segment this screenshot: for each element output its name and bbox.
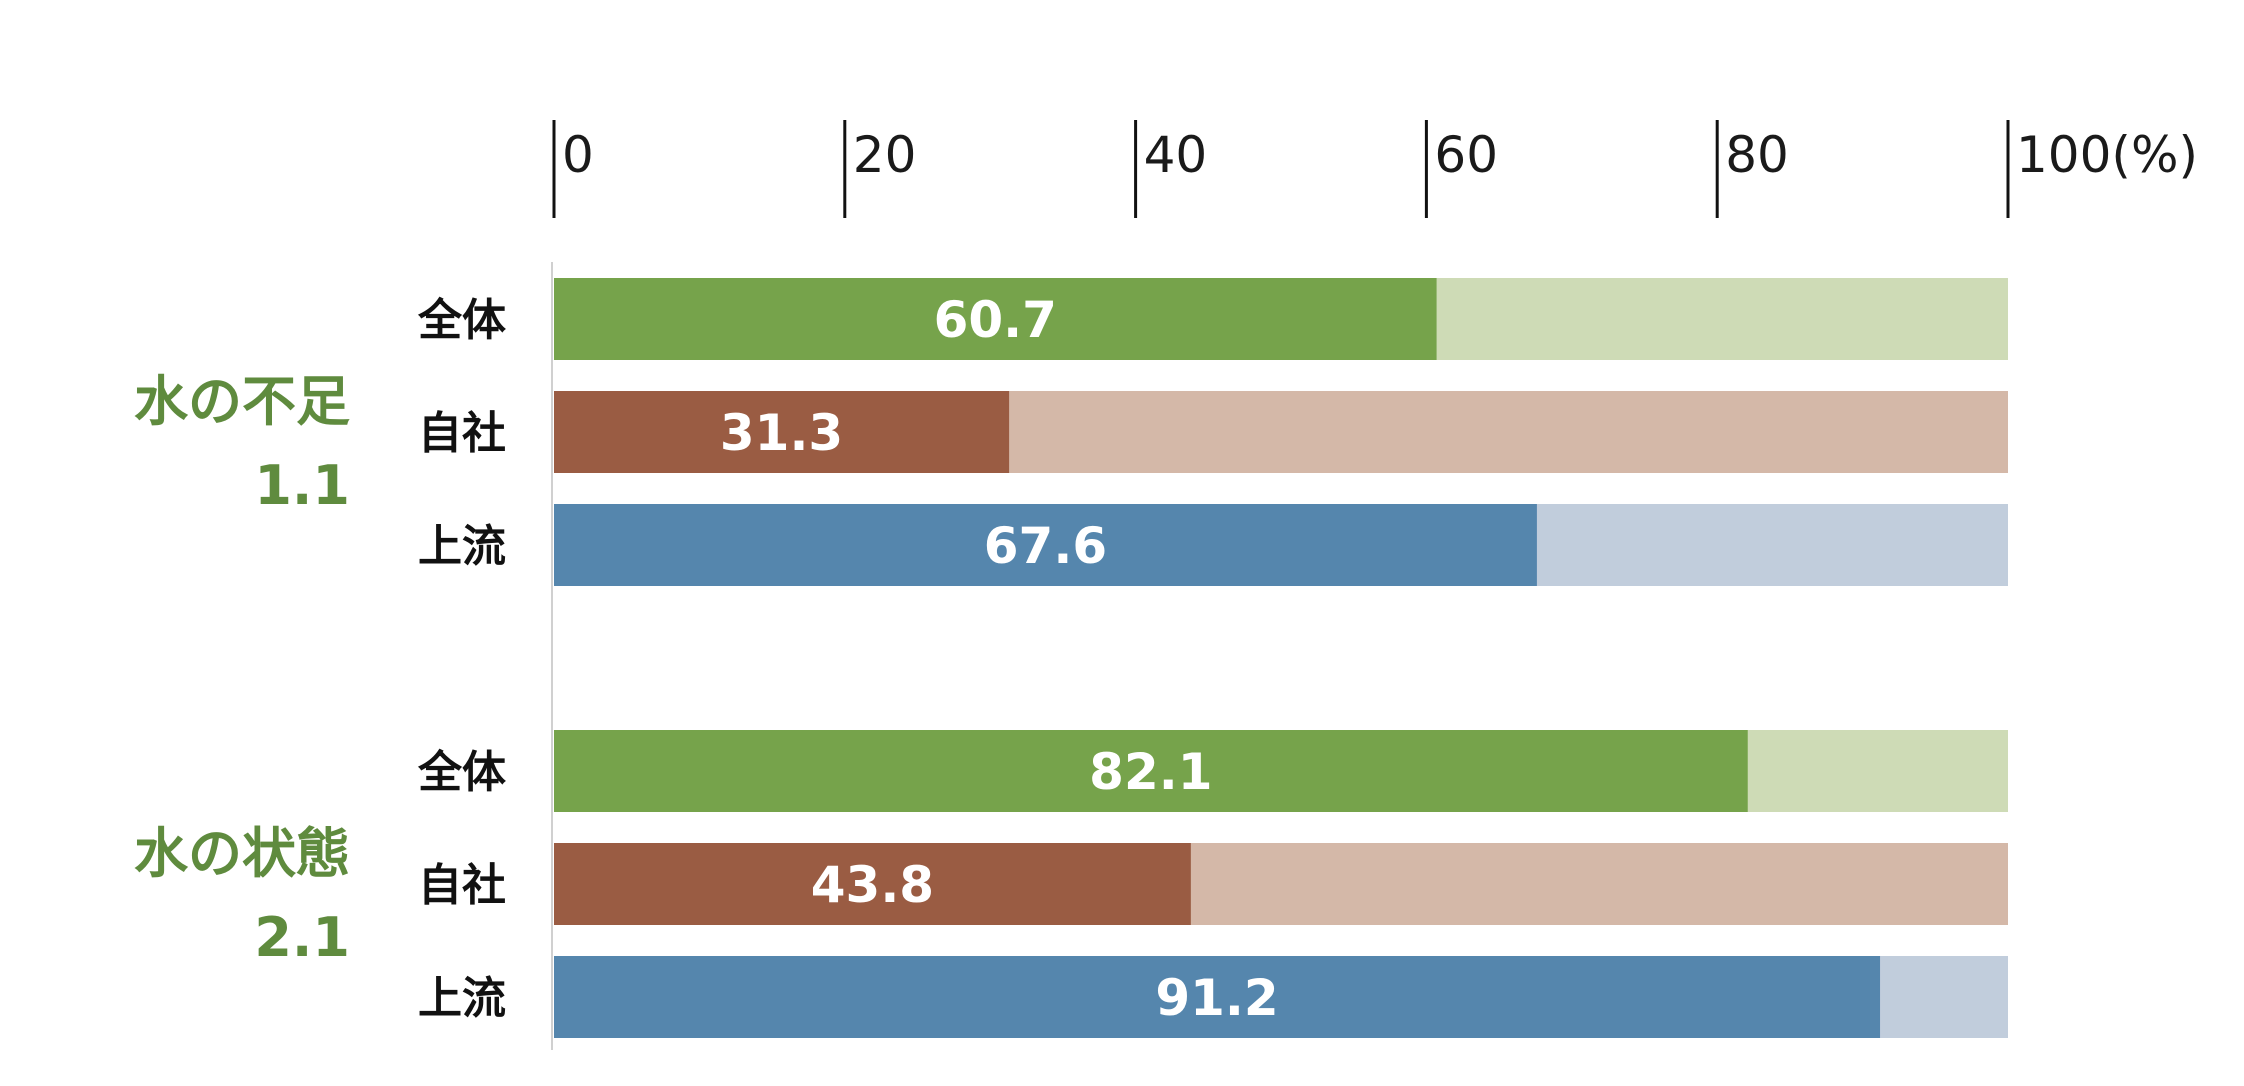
- data-label: 67.6: [984, 517, 1107, 575]
- data-label: 91.2: [1155, 969, 1278, 1027]
- x-tick-label: 100(%): [2016, 126, 2198, 184]
- x-tick-label: 60: [1434, 126, 1498, 184]
- bar: [554, 504, 1537, 586]
- group-score-label: 1.1: [254, 454, 350, 517]
- bar: [554, 278, 1437, 360]
- bar: [554, 730, 1748, 812]
- bars: [554, 278, 2008, 1038]
- x-tick-label: 20: [853, 126, 917, 184]
- group-name-label: 水の不足: [134, 370, 350, 433]
- bar: [554, 956, 1881, 1038]
- group-name-label: 水の状態: [134, 822, 350, 885]
- category-label: 上流: [418, 521, 506, 572]
- category-label: 自社: [418, 860, 506, 911]
- data-label: 43.8: [811, 856, 934, 914]
- category-label: 上流: [418, 973, 506, 1024]
- labels: 60.7 全体 31.3 自社 67.6 上流 水の不足 1.1 82.1 全体 43.8 自社 91.…: [134, 291, 1279, 1027]
- x-tick-label: 0: [562, 126, 594, 184]
- group-score-label: 2.1: [254, 906, 350, 969]
- bar: [554, 391, 1010, 473]
- data-label: 82.1: [1089, 743, 1212, 801]
- category-label: 全体: [417, 747, 506, 798]
- bar: [554, 843, 1191, 925]
- x-axis: 0 20 40 60 80 100(%): [552, 120, 2198, 218]
- data-label: 31.3: [720, 404, 843, 462]
- x-tick-label: 80: [1725, 126, 1789, 184]
- x-tick-label: 40: [1144, 126, 1208, 184]
- category-label: 全体: [417, 295, 506, 346]
- data-label: 60.7: [934, 291, 1057, 349]
- category-label: 自社: [418, 408, 506, 459]
